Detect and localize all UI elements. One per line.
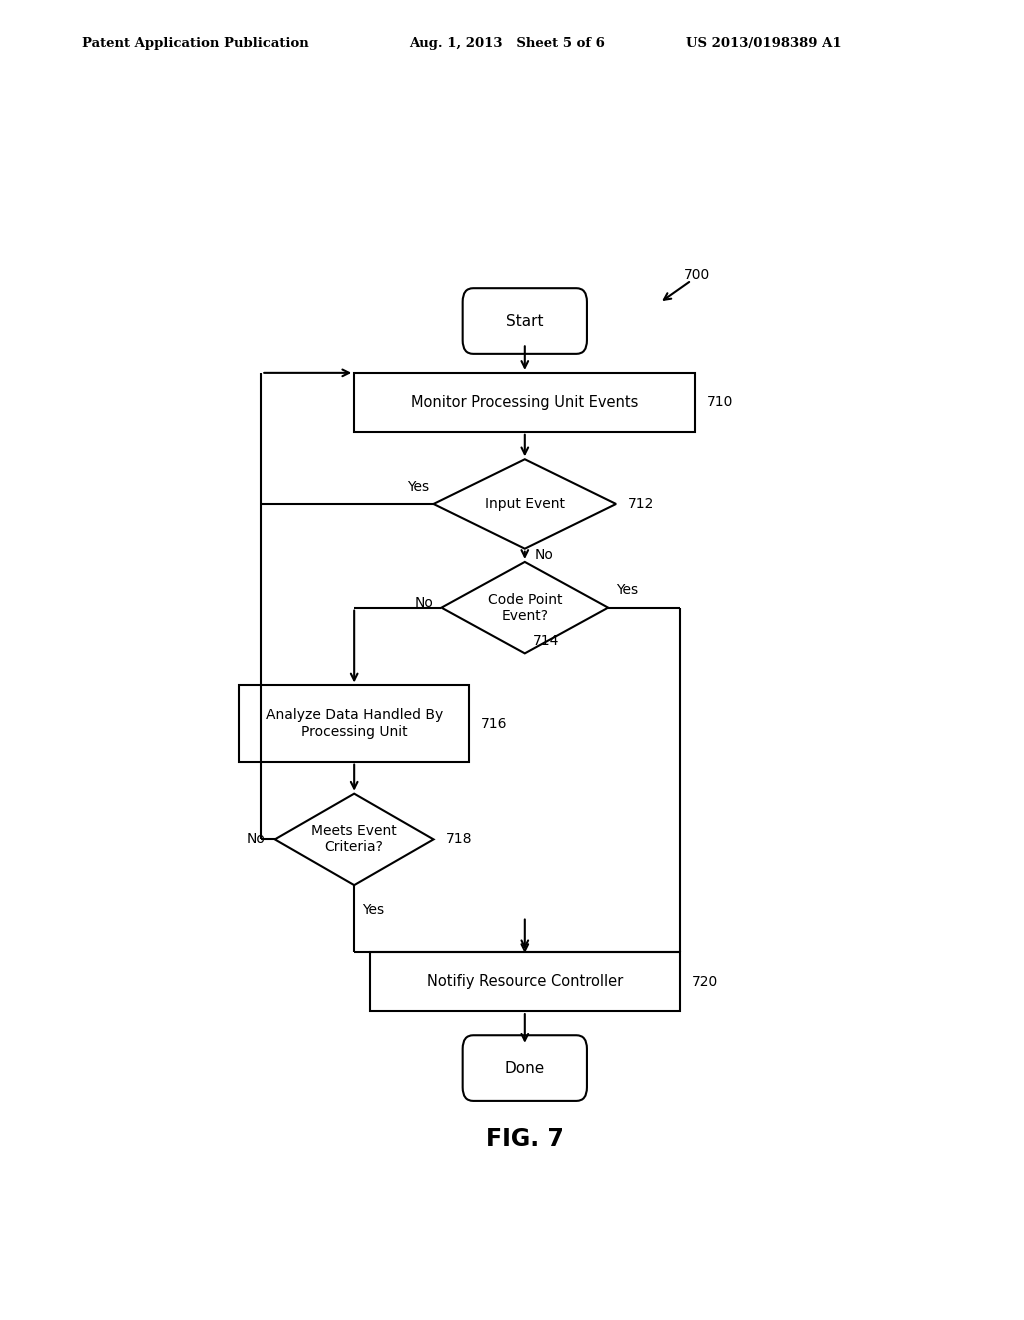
FancyBboxPatch shape [463, 1035, 587, 1101]
Text: 710: 710 [708, 395, 734, 409]
FancyBboxPatch shape [463, 288, 587, 354]
Text: Monitor Processing Unit Events: Monitor Processing Unit Events [411, 395, 639, 409]
Polygon shape [274, 793, 433, 886]
Text: US 2013/0198389 A1: US 2013/0198389 A1 [686, 37, 842, 50]
Text: Patent Application Publication: Patent Application Publication [82, 37, 308, 50]
Text: Meets Event
Criteria?: Meets Event Criteria? [311, 824, 397, 854]
Text: Code Point
Event?: Code Point Event? [487, 593, 562, 623]
Text: Yes: Yes [408, 479, 430, 494]
Text: Analyze Data Handled By
Processing Unit: Analyze Data Handled By Processing Unit [265, 709, 442, 739]
Text: No: No [247, 833, 265, 846]
Text: Yes: Yes [616, 583, 638, 598]
Text: 718: 718 [445, 833, 472, 846]
Bar [354, 372, 695, 432]
Text: FIG. 7: FIG. 7 [485, 1127, 564, 1151]
Text: 714: 714 [532, 635, 559, 648]
Text: Yes: Yes [362, 903, 384, 917]
Polygon shape [441, 562, 608, 653]
Text: Notifiy Resource Controller: Notifiy Resource Controller [427, 974, 623, 989]
Text: 712: 712 [628, 496, 654, 511]
Text: Start: Start [506, 314, 544, 329]
Text: 720: 720 [691, 974, 718, 989]
Bar [239, 685, 469, 762]
Bar [370, 952, 680, 1011]
Text: 700: 700 [684, 268, 710, 282]
Text: No: No [535, 548, 553, 562]
Text: 716: 716 [481, 717, 508, 730]
Text: No: No [415, 595, 433, 610]
Text: Input Event: Input Event [484, 496, 565, 511]
Text: Done: Done [505, 1060, 545, 1076]
Polygon shape [433, 459, 616, 549]
Text: Aug. 1, 2013   Sheet 5 of 6: Aug. 1, 2013 Sheet 5 of 6 [410, 37, 605, 50]
